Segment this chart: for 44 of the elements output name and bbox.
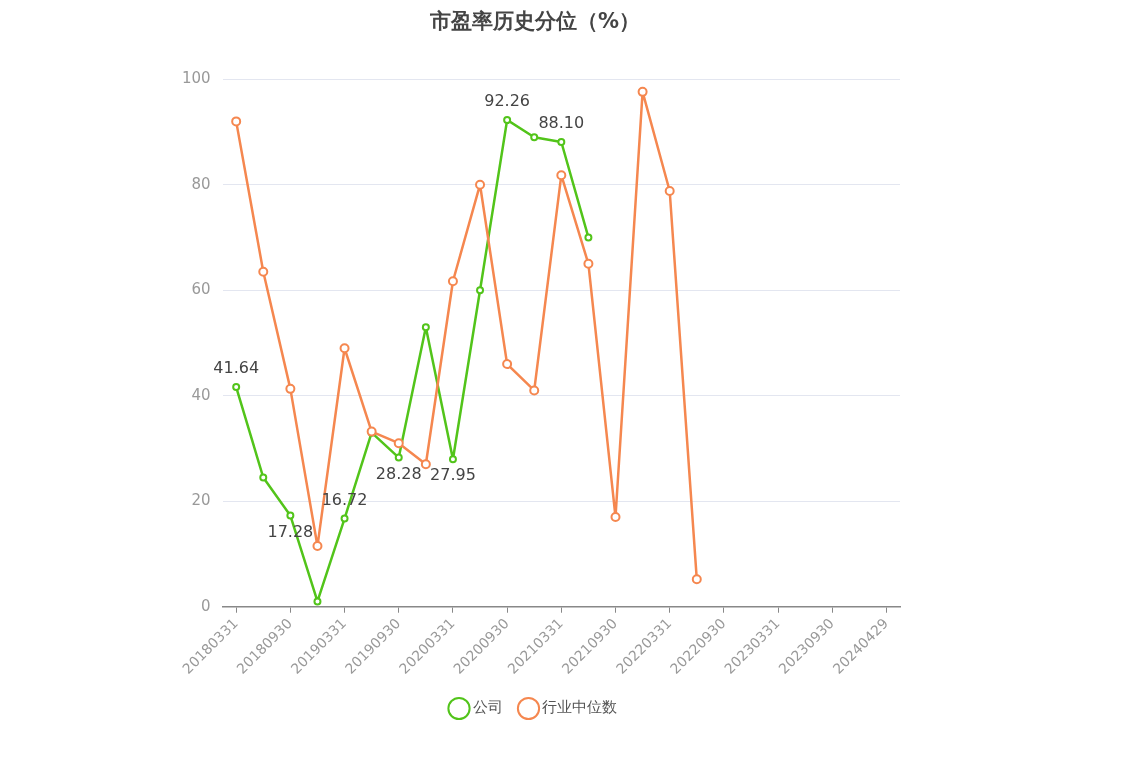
point — [339, 343, 350, 354]
point — [393, 438, 404, 449]
y-tick-label: 20 — [191, 491, 211, 510]
legend-label: 行业中位数 — [542, 698, 617, 717]
y-tick-label: 40 — [191, 385, 211, 404]
point — [286, 511, 295, 520]
point — [258, 266, 269, 277]
point — [232, 383, 241, 392]
point — [584, 233, 593, 242]
point — [448, 455, 457, 464]
data-label: 27.95 — [430, 465, 476, 485]
legend-label: 公司 — [472, 698, 503, 717]
y-tick-label: 0 — [201, 596, 211, 615]
chart-title: 市盈率历史分位（%） — [428, 9, 641, 34]
point — [313, 597, 322, 606]
y-tick-label: 100 — [181, 69, 211, 88]
point — [231, 116, 242, 127]
data-label: 28.28 — [375, 463, 422, 483]
point — [529, 385, 540, 396]
point — [502, 359, 513, 370]
point — [556, 170, 567, 181]
point — [312, 541, 323, 552]
point — [420, 459, 431, 470]
point — [503, 116, 512, 125]
point — [583, 258, 594, 269]
point — [447, 276, 458, 287]
y-tick-label: 80 — [191, 174, 211, 193]
data-label: 88.10 — [538, 113, 585, 133]
data-label: 41.64 — [213, 358, 260, 378]
point — [394, 453, 403, 462]
y-tick-label: 60 — [191, 280, 211, 299]
point — [259, 473, 268, 482]
point — [664, 186, 675, 197]
point — [285, 383, 296, 394]
point — [557, 137, 566, 146]
point — [610, 512, 621, 523]
point — [691, 574, 702, 585]
point — [340, 514, 349, 523]
point — [530, 133, 539, 142]
point — [637, 86, 648, 97]
point — [421, 323, 430, 332]
point — [476, 286, 485, 295]
data-label: 92.26 — [484, 91, 531, 111]
point — [475, 179, 486, 190]
